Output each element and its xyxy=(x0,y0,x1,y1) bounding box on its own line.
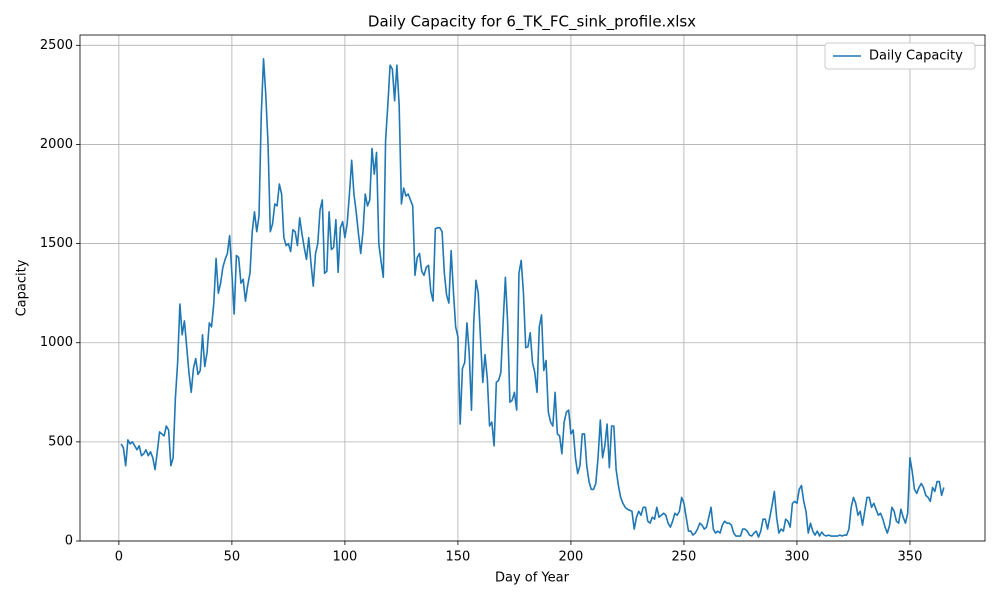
legend-box xyxy=(824,42,976,70)
x-tick-label: 350 xyxy=(898,550,923,565)
x-tick-label: 150 xyxy=(445,550,470,565)
y-tick-label: 1500 xyxy=(40,236,73,251)
x-tick-label: 100 xyxy=(332,550,357,565)
y-tick-label: 0 xyxy=(65,534,73,549)
y-tick-label: 2500 xyxy=(40,38,73,53)
x-tick-label: 200 xyxy=(559,550,584,565)
y-tick-label: 2000 xyxy=(40,137,73,152)
x-tick-label: 300 xyxy=(785,550,810,565)
legend-label: Daily Capacity xyxy=(869,49,963,64)
x-tick-label: 50 xyxy=(224,550,241,565)
data-line xyxy=(120,57,945,538)
x-tick-label: 0 xyxy=(115,550,123,565)
y-tick-label: 500 xyxy=(48,434,73,449)
chart-title: Daily Capacity for 6_TK_FC_sink_profile.… xyxy=(368,13,696,32)
plot-frame xyxy=(79,34,986,542)
x-tick-label: 250 xyxy=(672,550,697,565)
y-axis-label: Capacity xyxy=(15,259,30,316)
y-tick-label: 1000 xyxy=(40,335,73,350)
x-axis-label: Day of Year xyxy=(495,571,570,586)
